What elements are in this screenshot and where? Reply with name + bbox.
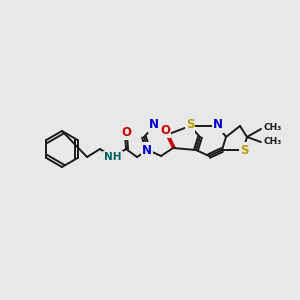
Text: S: S <box>240 143 248 157</box>
Text: O: O <box>160 124 170 136</box>
Text: S: S <box>186 118 194 131</box>
Text: CH₃: CH₃ <box>263 124 281 133</box>
Text: N: N <box>149 118 159 131</box>
Text: O: O <box>121 125 131 139</box>
Text: N: N <box>142 143 152 157</box>
Text: N: N <box>213 118 223 131</box>
Text: CH₃: CH₃ <box>263 137 281 146</box>
Text: NH: NH <box>104 152 122 162</box>
